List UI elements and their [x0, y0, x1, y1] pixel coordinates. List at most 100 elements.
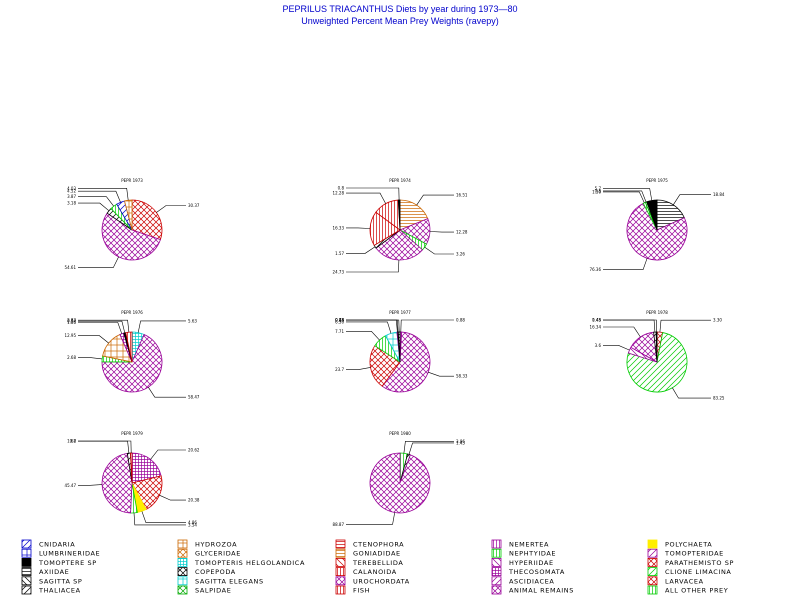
- legend-item: UROCHORDATA: [335, 576, 410, 585]
- slice-value-label: 1.86: [67, 320, 76, 325]
- pie-title: PEPR 1976: [121, 310, 143, 315]
- slice-leader-line: [148, 387, 186, 398]
- legend-item: AXIIDAE: [21, 567, 69, 576]
- slice-value-label: 0.88: [456, 318, 465, 323]
- slice-value-label: 83.25: [713, 396, 725, 401]
- pie-slice: [101, 452, 133, 514]
- pie-panel: PEPR 1974 16.51 12.28 3.26 24.73 1.57 16.33 12.…: [333, 178, 468, 274]
- slice-leader-line: [78, 188, 129, 201]
- slice-leader-line: [78, 484, 103, 486]
- slice-value-label: 3.18: [67, 201, 76, 206]
- legend-swatch: [335, 558, 346, 567]
- slice-value-label: 2.68: [67, 355, 76, 360]
- slice-value-label: 54.61: [65, 265, 77, 270]
- slice-leader-line: [156, 205, 186, 213]
- legend-label: UROCHORDATA: [353, 577, 410, 585]
- slice-leader-line: [78, 335, 109, 344]
- chart-subtitle: Unweighted Percent Mean Prey Weights (ra…: [301, 16, 498, 26]
- legend-label: FISH: [353, 587, 370, 595]
- pie-slice: [369, 452, 431, 514]
- legend-label: SALPIDAE: [195, 587, 231, 595]
- legend: CNIDARIA HYDROZOA CTENOPHORA NEMERTEA POLYCH…: [21, 539, 733, 595]
- pie-panel: PEPR 19770.8858.3323.77.716.300.450.280.…: [335, 310, 468, 393]
- slice-value-label: 2.83: [67, 318, 76, 323]
- legend-swatch: [177, 558, 188, 567]
- slice-value-label: 76.36: [590, 267, 602, 272]
- slice-value-label: 1.57: [335, 251, 344, 256]
- legend-swatch: [335, 539, 346, 549]
- slice-value-label: 3.86: [456, 439, 465, 444]
- chart-title: PEPRILUS TRIACANTHUS Diets by year durin…: [283, 4, 518, 14]
- pie-title: PEPR 1979: [121, 431, 143, 436]
- legend-item: LUMBRINERIDAE: [21, 548, 100, 558]
- slice-leader-line: [78, 320, 126, 333]
- pie-title: PEPR 1973: [121, 178, 143, 183]
- slice-value-label: 4.03: [67, 186, 76, 191]
- legend-item: SAGITTA SP: [21, 576, 82, 586]
- slice-leader-line: [673, 194, 711, 205]
- slice-leader-line: [346, 512, 395, 525]
- legend-item: GONIADIDAE: [335, 548, 401, 558]
- legend-item: HYDROZOA: [177, 539, 237, 549]
- slice-leader-line: [416, 194, 454, 206]
- slice-leader-line: [346, 246, 376, 254]
- slice-leader-line: [603, 188, 653, 201]
- slice-leader-line: [603, 326, 641, 338]
- legend-swatch: [177, 548, 188, 558]
- slice-value-label: 20.38: [188, 498, 200, 503]
- legend-item: NEMERTEA: [491, 539, 548, 549]
- slice-leader-line: [603, 258, 648, 270]
- legend-item: ASCIDIACEA: [491, 576, 554, 586]
- legend-label: HYPERIIDAE: [509, 559, 554, 567]
- legend-item: TEREBELLIDA: [335, 558, 403, 567]
- legend-label: THALIACEA: [38, 587, 81, 595]
- slice-leader-line: [346, 227, 371, 229]
- legend-label: NEPHTYIDAE: [509, 550, 556, 558]
- slice-value-label: 0.8: [595, 188, 602, 193]
- slice-value-label: 88.87: [333, 522, 345, 527]
- legend-item: SALPIDAE: [177, 585, 231, 595]
- legend-item: NEPHTYIDAE: [491, 548, 556, 558]
- slice-leader-line: [408, 442, 454, 455]
- pie-slice: [375, 229, 424, 261]
- slice-value-label: 0.8: [70, 439, 77, 444]
- pie-title: PEPR 1978: [646, 310, 668, 315]
- slice-leader-line: [346, 321, 392, 334]
- legend-item: THALIACEA: [21, 585, 81, 595]
- legend-label: GLYCERIDAE: [195, 550, 241, 558]
- pie-slice: [381, 331, 431, 393]
- slice-value-label: 1.30: [592, 189, 601, 194]
- legend-label: ALL OTHER PREY: [665, 587, 728, 595]
- legend-swatch: [647, 576, 658, 586]
- slice-value-label: 24.73: [333, 269, 345, 274]
- legend-label: CNIDARIA: [39, 541, 75, 549]
- slice-value-label: 12.28: [333, 191, 345, 196]
- legend-item: HYPERIIDAE: [491, 558, 554, 567]
- legend-swatch: [21, 548, 32, 558]
- slice-leader-line: [137, 320, 186, 333]
- legend-label: POLYCHAETA: [665, 541, 712, 549]
- legend-label: ANIMAL REMAINS: [509, 587, 574, 595]
- legend-label: THECOSOMATA: [508, 568, 565, 576]
- legend-item: ANIMAL REMAINS: [491, 585, 574, 595]
- legend-item: LARVACEA: [647, 576, 703, 586]
- slice-value-label: 58.33: [456, 374, 468, 379]
- legend-swatch: [21, 576, 32, 586]
- slice-leader-line: [141, 511, 186, 523]
- legend-label: TOMOPTERIDAE: [664, 550, 724, 558]
- legend-item: CALANOIDA: [335, 567, 396, 576]
- pie-slice: [131, 452, 162, 484]
- slice-leader-line: [603, 344, 630, 351]
- slice-value-label: 7.71: [335, 329, 344, 334]
- slice-leader-line: [78, 440, 130, 454]
- legend-item: COPEPODA: [177, 567, 235, 576]
- legend-swatch: [491, 539, 502, 549]
- legend-swatch: [177, 585, 188, 595]
- legend-label: GONIADIDAE: [353, 550, 401, 558]
- pie-title: PEPR 1975: [646, 178, 668, 183]
- pie-panel: PEPR 1973 30.37 54.61 3.18 3.874.524.03: [65, 178, 200, 270]
- pie-panel: PEPR 1980 3.861.43 88.87: [333, 431, 466, 527]
- slice-value-label: 0.8: [338, 186, 345, 191]
- legend-swatch: [491, 576, 502, 586]
